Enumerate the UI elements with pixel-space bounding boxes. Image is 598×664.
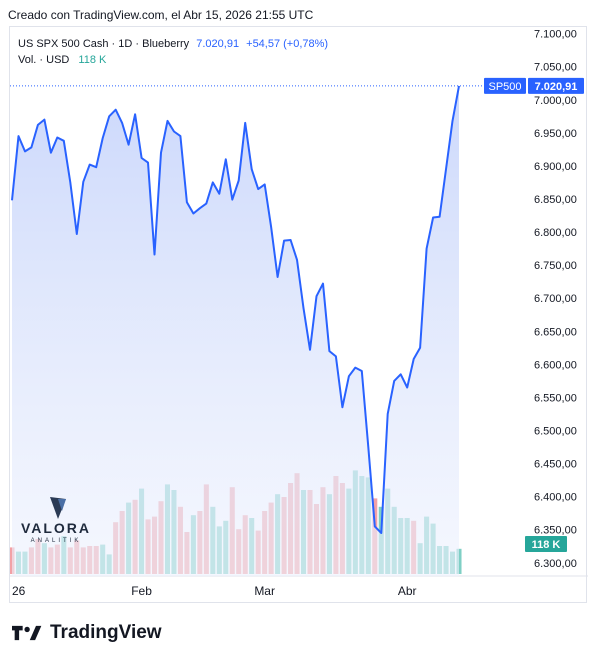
price-chart[interactable]: 7.100,00 7.050,00 7.000,00 6.950,00 6.900,00… [10,27,588,604]
created-by-text: Creado con TradingView.com, el Abr 15, 2… [8,8,314,22]
x-tick-label: Mar [254,584,275,598]
tradingview-logo-icon [12,625,42,641]
y-tick-label: 6.550,00 [534,392,577,404]
y-tick-label: 7.050,00 [534,62,577,74]
y-tick-label: 6.600,00 [534,359,577,371]
legend-last-price: 7.020,91 [196,38,240,50]
y-tick-label: 6.800,00 [534,227,577,239]
x-tick-label: Abr [398,584,417,598]
y-tick-label: 6.750,00 [534,260,577,272]
y-tick-label: 6.400,00 [534,492,577,504]
tradingview-brand: TradingView [50,622,162,643]
y-tick-label: 7.100,00 [534,29,577,41]
y-tick-label: 6.850,00 [534,194,577,206]
volume-badge [525,536,567,552]
x-tick-label: Feb [131,584,152,598]
watermark-brand: VALORA [21,520,91,536]
y-tick-label: 7.000,00 [534,95,577,107]
y-tick-label: 6.300,00 [534,558,577,570]
price-area-fill [12,85,459,577]
symbol-badge-text: SP500 [488,81,521,93]
legend-symbol: US SPX 500 Cash · 1D · Blueberry [18,38,190,50]
volume-badge-text: 118 K [532,539,561,551]
y-tick-label: 6.500,00 [534,425,577,437]
y-tick-label: 6.350,00 [534,525,577,537]
tradingview-footer-logo[interactable]: TradingView [12,622,162,644]
y-tick-label: 6.700,00 [534,293,577,305]
x-tick-label: 26 [12,584,26,598]
y-tick-label: 6.650,00 [534,326,577,338]
y-tick-label: 6.450,00 [534,459,577,471]
price-series-line [11,85,460,534]
price-badge-text: 7.020,91 [535,81,578,93]
legend-volume-value: 118 K [78,54,107,66]
y-tick-label: 6.900,00 [534,161,577,173]
symbol-badge [484,77,526,94]
chart-frame[interactable]: 7.100,00 7.050,00 7.000,00 6.950,00 6.900,00… [9,26,588,604]
chart-legend: US SPX 500 Cash · 1D · Blueberry 7.020,9… [18,36,328,68]
legend-change: +54,57 (+0,78%) [246,38,329,50]
price-badge [528,77,584,94]
y-tick-label: 6.950,00 [534,128,577,140]
valora-watermark-icon [50,497,66,519]
legend-volume-label: Vol. · USD [18,54,70,66]
watermark-sub: ANALITIK [31,538,82,544]
